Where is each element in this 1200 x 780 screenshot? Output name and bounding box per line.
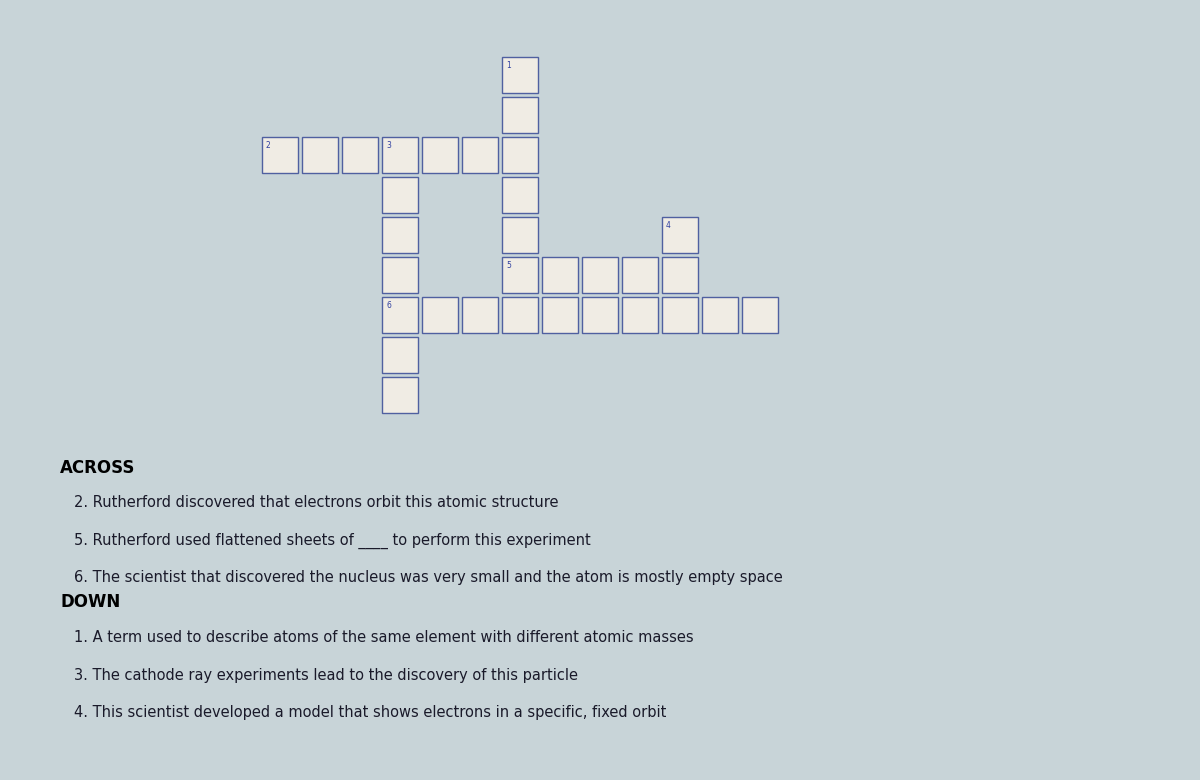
- Text: 4. This scientist developed a model that shows electrons in a specific, fixed or: 4. This scientist developed a model that…: [74, 705, 667, 720]
- Text: 6. The scientist that discovered the nucleus was very small and the atom is most: 6. The scientist that discovered the nuc…: [74, 570, 784, 585]
- FancyBboxPatch shape: [382, 137, 418, 173]
- FancyBboxPatch shape: [342, 137, 378, 173]
- FancyBboxPatch shape: [622, 297, 658, 333]
- FancyBboxPatch shape: [382, 377, 418, 413]
- FancyBboxPatch shape: [502, 177, 538, 213]
- FancyBboxPatch shape: [422, 137, 458, 173]
- FancyBboxPatch shape: [582, 297, 618, 333]
- FancyBboxPatch shape: [422, 297, 458, 333]
- Text: 6: 6: [386, 301, 391, 310]
- FancyBboxPatch shape: [382, 217, 418, 253]
- FancyBboxPatch shape: [502, 257, 538, 293]
- Text: 4: 4: [666, 222, 671, 230]
- FancyBboxPatch shape: [662, 297, 698, 333]
- FancyBboxPatch shape: [382, 257, 418, 293]
- FancyBboxPatch shape: [742, 297, 778, 333]
- FancyBboxPatch shape: [542, 257, 578, 293]
- FancyBboxPatch shape: [502, 137, 538, 173]
- Text: 2: 2: [266, 141, 271, 151]
- FancyBboxPatch shape: [382, 297, 418, 333]
- FancyBboxPatch shape: [582, 257, 618, 293]
- FancyBboxPatch shape: [462, 297, 498, 333]
- FancyBboxPatch shape: [662, 257, 698, 293]
- FancyBboxPatch shape: [502, 297, 538, 333]
- FancyBboxPatch shape: [702, 297, 738, 333]
- Text: 3. The cathode ray experiments lead to the discovery of this particle: 3. The cathode ray experiments lead to t…: [74, 668, 578, 682]
- FancyBboxPatch shape: [462, 137, 498, 173]
- FancyBboxPatch shape: [542, 297, 578, 333]
- FancyBboxPatch shape: [382, 177, 418, 213]
- Text: 3: 3: [386, 141, 391, 151]
- FancyBboxPatch shape: [502, 217, 538, 253]
- FancyBboxPatch shape: [382, 337, 418, 373]
- FancyBboxPatch shape: [262, 137, 298, 173]
- Text: 2. Rutherford discovered that electrons orbit this atomic structure: 2. Rutherford discovered that electrons …: [74, 495, 559, 510]
- Text: 1: 1: [506, 62, 511, 70]
- Text: ACROSS: ACROSS: [60, 459, 136, 477]
- Text: DOWN: DOWN: [60, 594, 120, 612]
- FancyBboxPatch shape: [662, 217, 698, 253]
- FancyBboxPatch shape: [502, 57, 538, 93]
- FancyBboxPatch shape: [622, 257, 658, 293]
- FancyBboxPatch shape: [302, 137, 338, 173]
- FancyBboxPatch shape: [502, 97, 538, 133]
- Text: 1. A term used to describe atoms of the same element with different atomic masse: 1. A term used to describe atoms of the …: [74, 630, 694, 645]
- Text: 5. Rutherford used flattened sheets of ____ to perform this experiment: 5. Rutherford used flattened sheets of _…: [74, 533, 592, 549]
- Text: 5: 5: [506, 261, 511, 270]
